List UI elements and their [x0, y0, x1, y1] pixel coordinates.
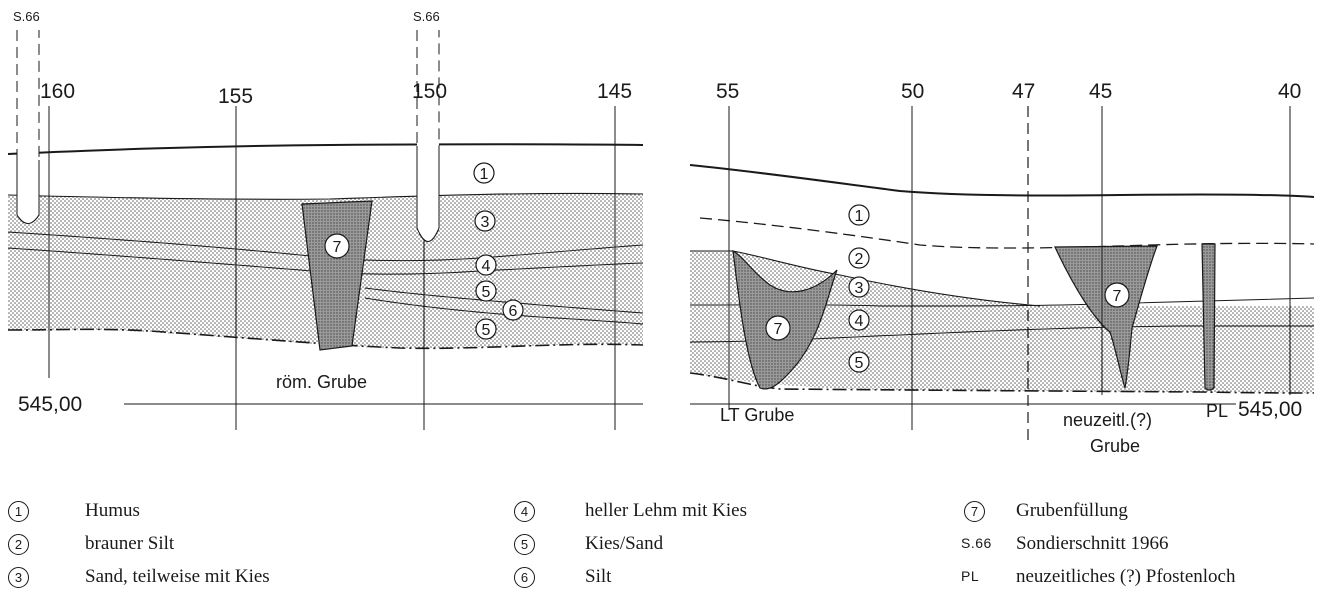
- right-layer3-top: [690, 250, 1041, 307]
- left-layer-marker-3: 3: [474, 210, 496, 232]
- left-station-label-150: 150: [412, 80, 447, 103]
- right-layer-marker-2: 2: [848, 247, 870, 269]
- right-station-label-47: 47: [1012, 80, 1035, 103]
- left-base-line: [7, 328, 644, 350]
- svg-text:1: 1: [480, 166, 489, 183]
- modern-pit-label-line1: neuzeitl.(?): [1063, 410, 1152, 430]
- legend-text-pl: neuzeitliches (?) Pfostenloch: [1016, 566, 1236, 587]
- legend-text-5: Kies/Sand: [585, 533, 664, 554]
- right-layer-marker-5: 5: [848, 351, 870, 373]
- svg-text:7: 7: [1113, 288, 1122, 305]
- legend-symbol-pl: PL: [961, 568, 980, 584]
- left-layer6-top: [364, 287, 644, 314]
- left-sondage-trench-2: [416, 30, 440, 242]
- legend-symbol-5: 5: [514, 533, 535, 555]
- right-layer2-top: [699, 217, 1315, 249]
- svg-text:5: 5: [855, 355, 864, 372]
- left-station-label-160: 160: [40, 80, 75, 103]
- left-sondage-trench-1: [16, 30, 40, 224]
- legend: 1 Humus 2 brauner Silt 3 Sand, teilweise…: [0, 492, 1331, 596]
- left-layer-marker-7: 7: [324, 233, 350, 259]
- svg-text:4: 4: [482, 258, 491, 275]
- roman-pit-label: röm. Grube: [276, 372, 367, 392]
- legend-symbol-3: 3: [8, 566, 29, 588]
- legend-symbol-2: 2: [8, 533, 29, 555]
- legend-item-pl: PL neuzeitliches (?) Pfostenloch: [956, 562, 1235, 592]
- left-sondage-label-1: S.66: [13, 9, 40, 24]
- right-layer-marker-3: 3: [848, 276, 870, 298]
- legend-text-6: Silt: [585, 566, 612, 587]
- legend-item-4: 4 heller Lehm mit Kies: [506, 496, 747, 526]
- right-sand-gravel-layers: [690, 251, 1314, 393]
- legend-item-3: 3 Sand, teilweise mit Kies: [0, 562, 270, 592]
- right-ground-surface: [689, 164, 1315, 198]
- legend-text-1: Humus: [85, 500, 140, 521]
- svg-text:1: 1: [855, 208, 864, 225]
- posthole-fill: [1201, 243, 1216, 391]
- legend-symbol-4: 4: [514, 500, 535, 522]
- modern-pit-fill: [1054, 245, 1158, 389]
- svg-text:4: 4: [855, 313, 864, 330]
- legend-text-s66: Sondierschnitt 1966: [1016, 533, 1169, 554]
- legend-item-2: 2 brauner Silt: [0, 529, 174, 559]
- left-layer-marker-5b: 5: [475, 318, 497, 340]
- svg-text:3: 3: [855, 280, 864, 297]
- posthole-label: PL: [1206, 401, 1228, 421]
- svg-text:2: 2: [855, 251, 864, 268]
- legend-text-2: brauner Silt: [85, 533, 175, 554]
- roman-pit-fill: [301, 200, 373, 351]
- right-layer-marker-7b: 7: [1104, 282, 1130, 308]
- right-station-label-50: 50: [901, 80, 924, 103]
- svg-text:5: 5: [482, 322, 491, 339]
- right-station-label-45: 45: [1089, 80, 1112, 103]
- legend-symbol-6: 6: [514, 566, 535, 588]
- legend-item-7: 7 Grubenfüllung: [956, 496, 1128, 526]
- left-layer-marker-6: 6: [502, 299, 524, 321]
- svg-text:3: 3: [481, 214, 490, 231]
- legend-symbol-1: 1: [8, 500, 29, 522]
- left-station-label-155: 155: [218, 85, 253, 108]
- left-elevation-label: 545,00: [18, 393, 82, 416]
- svg-text:7: 7: [333, 239, 342, 256]
- left-profile: S.66 S.66 160 155 150 145 545,00 röm. Gr…: [7, 9, 644, 430]
- left-layer-marker-4: 4: [475, 254, 497, 276]
- svg-text:7: 7: [774, 321, 783, 338]
- legend-symbol-s66: S.66: [961, 535, 992, 551]
- left-layer-marker-5a: 5: [475, 280, 497, 302]
- legend-symbol-7: 7: [964, 500, 985, 522]
- left-layer3-top: [7, 192, 644, 200]
- left-sondage-label-2: S.66: [413, 9, 440, 24]
- legend-item-6: 6 Silt: [506, 562, 611, 592]
- svg-text:6: 6: [509, 303, 518, 320]
- right-layer-marker-1: 1: [848, 204, 870, 226]
- left-ground-surface: [7, 143, 644, 155]
- right-layer-marker-7a: 7: [765, 315, 791, 341]
- right-base-line: [689, 372, 1315, 394]
- legend-item-5: 5 Kies/Sand: [506, 529, 663, 559]
- right-station-label-40: 40: [1278, 80, 1301, 103]
- legend-item-s66: S.66 Sondierschnitt 1966: [956, 529, 1169, 559]
- legend-text-3: Sand, teilweise mit Kies: [85, 566, 270, 587]
- left-layer6-bottom: [364, 297, 644, 325]
- left-station-label-145: 145: [597, 80, 632, 103]
- lt-pit-label: LT Grube: [720, 405, 794, 425]
- modern-pit-label-line2: Grube: [1090, 436, 1140, 456]
- right-layer-marker-4: 4: [848, 309, 870, 331]
- left-layer-marker-1: 1: [473, 162, 495, 184]
- right-profile: 55 50 47 45 40 545,00 LT Grube neuzeitl.…: [689, 80, 1315, 456]
- legend-text-4: heller Lehm mit Kies: [585, 500, 747, 521]
- legend-item-1: 1 Humus: [0, 496, 140, 526]
- legend-text-7: Grubenfüllung: [1016, 500, 1128, 521]
- right-station-label-55: 55: [716, 80, 739, 103]
- right-elevation-label: 545,00: [1238, 398, 1302, 421]
- svg-text:5: 5: [482, 284, 491, 301]
- stratigraphic-profile-drawing: S.66 S.66 160 155 150 145 545,00 röm. Gr…: [7, 9, 1315, 456]
